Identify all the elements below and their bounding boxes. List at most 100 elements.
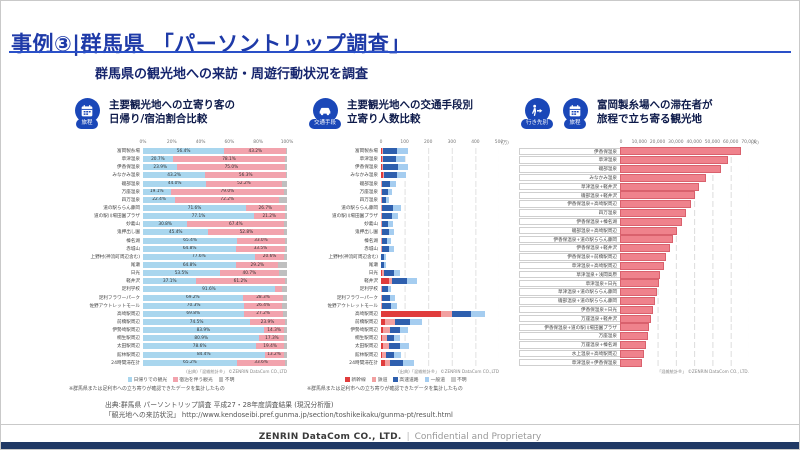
bar-segment: 27.2%	[243, 310, 283, 317]
bar-segment	[392, 278, 407, 285]
bar-row: 24時間滞在計 65.2% 33.6%	[69, 359, 287, 367]
calendar-badge: 旅程	[557, 98, 593, 129]
plot	[381, 148, 499, 155]
bar-segment: 80.9%	[143, 335, 260, 342]
bar-rows: 富岡製糸場 草津温泉 伊香保温泉 みなかみ温泉 磯部温泉 万座温泉 四万温泉 道の駅ららん藤岡…	[307, 147, 499, 367]
bar-segment: 37.1%	[143, 278, 197, 285]
element	[89, 104, 91, 107]
bar-segment	[381, 270, 384, 277]
bar-segment	[620, 174, 706, 182]
bar-segment	[382, 172, 385, 179]
category-label: 伊香保温泉	[519, 147, 621, 156]
bar-segment	[381, 302, 391, 309]
bar-row: 道の駅川場田園プラザ 77.1% 21.2%	[69, 212, 287, 220]
element	[537, 109, 540, 112]
bar-segment	[387, 286, 392, 293]
bar-segment	[381, 245, 390, 252]
axis-tick: 50,000	[704, 139, 721, 145]
category-label: 草津温泉+軽井沢	[519, 182, 621, 191]
chart-source: 「混雑統計®」 ©ZENRIN DataCom CO., LTD.	[657, 368, 749, 374]
bar-row: 磯部温泉+軽井沢	[519, 191, 749, 200]
bar-segment: 33.0%	[237, 237, 285, 244]
bar-segment: 69.8%	[143, 310, 244, 317]
bar-row: 伊香保温泉+道の駅川場田園プラザ	[519, 323, 749, 332]
bar-segment	[381, 343, 383, 350]
axis-tick: 20%	[166, 139, 177, 145]
category-label: 草津温泉	[121, 157, 140, 163]
category-label: 上野村(神流町周辺含む)	[90, 254, 140, 260]
bar-segment: 23.9%	[143, 164, 178, 171]
bar-segment	[403, 359, 414, 366]
bar-row: 赤城山 64.8% 33.5%	[69, 245, 287, 253]
plot: 20.7% 78.1%	[143, 156, 287, 163]
category-label: 万座温泉	[359, 189, 378, 195]
category-label: 前橋駅周辺	[117, 320, 140, 325]
category-label: 佐野アウトレットモール	[327, 303, 378, 309]
bar-row: 高崎駅周辺 69.8% 27.2%	[69, 310, 287, 318]
category-label: 伊香保温泉+道の駅ららん藤岡	[519, 235, 621, 244]
bar-segment	[620, 235, 673, 243]
bar-segment: 74.5%	[143, 319, 251, 325]
bar-segment	[385, 351, 395, 358]
plot: 91.6%	[143, 286, 287, 293]
plot	[381, 164, 499, 171]
category-label: 赤城山	[126, 246, 140, 252]
legend-item: 一般道	[424, 376, 445, 383]
element	[577, 104, 579, 107]
bar-segment: 22.4%	[143, 196, 176, 203]
plot: 83.9% 14.3%	[143, 327, 287, 334]
legend-item: 高速道路	[393, 376, 419, 383]
bar-row: 太田駅周辺	[307, 342, 499, 350]
bar-segment	[620, 200, 691, 208]
bar-row: 水上温泉+高崎駅周辺	[519, 349, 749, 358]
category-label: 桐生駅周辺	[117, 336, 140, 342]
bar-row: 日光	[307, 269, 499, 277]
bar-row: 日光 53.5% 40.7%	[69, 269, 287, 277]
bar-segment	[389, 245, 395, 252]
bar-segment	[394, 335, 401, 342]
page-title: 事例③|群馬県 「パーソントリップ調査」	[11, 32, 411, 57]
category-label: 日光	[130, 271, 140, 277]
bar-segment	[387, 188, 392, 195]
bar-segment	[381, 180, 383, 187]
plot	[381, 262, 499, 269]
plot	[620, 200, 749, 208]
bar-segment-remainder	[283, 294, 287, 301]
category-label: 草津温泉	[519, 156, 621, 164]
bar-row: 軽井沢 37.1% 61.2%	[69, 277, 287, 285]
plot	[620, 359, 749, 366]
bar-segment	[381, 270, 382, 277]
plot: 53.5% 40.7%	[143, 270, 287, 277]
car-badge: 交通手段	[307, 98, 343, 129]
plot	[381, 221, 499, 228]
plot	[381, 319, 499, 325]
category-label: 伊香保温泉+道の駅川場田園プラザ	[519, 323, 621, 332]
plot: 77.6% 20.6%	[143, 253, 287, 260]
chart-tomioka-visited-spots: 行き先別 旅程 富岡製糸場への滞在者が 旅程で立ち寄る観光地 0 10,000 20,…	[519, 98, 759, 392]
category-label: 伊香保温泉	[117, 165, 140, 171]
element	[88, 110, 91, 112]
bar-row: 草津温泉+浅間高原	[519, 270, 749, 279]
category-label: 伊香保温泉+前橋駅周辺	[519, 253, 621, 261]
plot	[381, 253, 499, 260]
plot	[381, 278, 499, 285]
bar-segment	[620, 227, 677, 235]
bar-segment	[382, 294, 390, 301]
bar-row: 佐野アウトレットモール	[307, 302, 499, 310]
chart-transport-mode: 交通手段 主要観光地への交通手段別 立寄り人数比較 0 100 200 300 400 5…	[307, 98, 509, 392]
bar-segment-remainder	[284, 335, 287, 342]
bar-segment: 21.2%	[254, 213, 285, 220]
plot: 65.2% 33.6%	[143, 359, 287, 366]
bar-segment	[620, 306, 653, 314]
bar-segment-remainder	[284, 221, 287, 228]
axis-tick: 30,000	[668, 139, 684, 145]
plot	[620, 253, 749, 261]
bar-segment	[451, 310, 471, 317]
footer-accent-bar	[1, 442, 799, 449]
bar-row: 館林駅周辺	[307, 351, 499, 359]
bar-segment	[620, 218, 682, 226]
bar-segment	[381, 310, 442, 317]
plot	[381, 172, 499, 179]
bar-segment	[382, 156, 396, 163]
bar-row: 伊香保温泉+榛名湖	[519, 217, 749, 226]
